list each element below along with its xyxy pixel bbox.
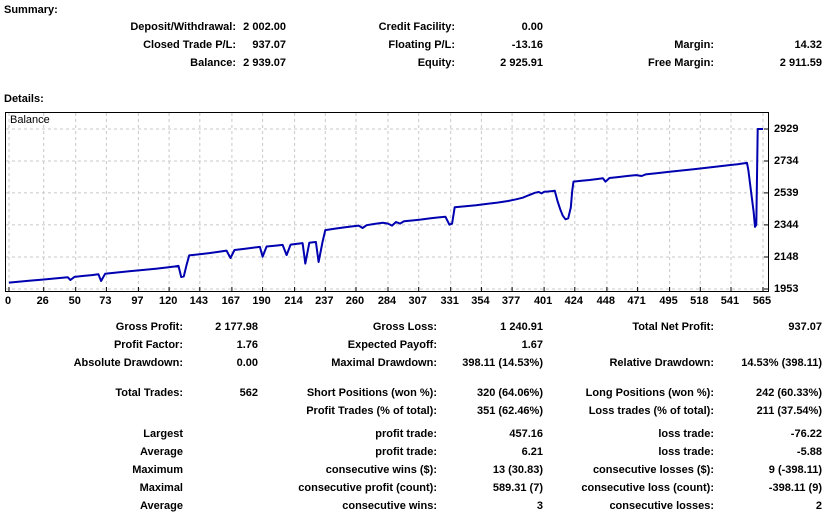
profit-factor-label: Profit Factor: [0, 336, 183, 354]
average-profit-trade-label: profit trade: [280, 443, 437, 461]
average-label: Average [0, 443, 183, 461]
maximum-label: Maximum [0, 461, 183, 479]
largest-label: Largest [0, 425, 183, 443]
equity-value: 2 925.91 [420, 54, 543, 72]
gross-profit-label: Gross Profit: [0, 318, 183, 336]
balance-chart-plot [6, 113, 768, 291]
profit-factor-value: 1.76 [160, 336, 258, 354]
maximal-drawdown-label: Maximal Drawdown: [280, 354, 437, 372]
credit-facility-value: 0.00 [420, 18, 543, 36]
consecutive-losses-value: 9 (-398.11) [690, 461, 822, 479]
average-profit-trade-value: 6.21 [420, 443, 543, 461]
absolute-drawdown-value: 0.00 [160, 354, 258, 372]
balance-chart [5, 112, 769, 292]
consecutive-profit-value: 589.31 (7) [420, 479, 543, 497]
consecutive-wins-label: consecutive wins ($): [280, 461, 437, 479]
total-trades-value: 562 [160, 384, 258, 402]
margin-value: 14.32 [690, 36, 822, 54]
y-axis-label: 2929 [774, 120, 820, 138]
expected-payoff-value: 1.67 [420, 336, 543, 354]
y-axis-label: 2344 [774, 216, 820, 234]
relative-drawdown-value: 14.53% (398.11) [690, 354, 822, 372]
total-trades-label: Total Trades: [0, 384, 183, 402]
free-margin-value: 2 911.59 [690, 54, 822, 72]
profit-trades-label: Profit Trades (% of total): [280, 402, 437, 420]
maximal-label: Maximal [0, 479, 183, 497]
gross-loss-value: 1 240.91 [420, 318, 543, 336]
short-positions-label: Short Positions (won %): [280, 384, 437, 402]
avg-consecutive-wins-label: consecutive wins: [280, 497, 437, 515]
consecutive-loss-value: -398.11 (9) [690, 479, 822, 497]
maximal-drawdown-value: 398.11 (14.53%) [420, 354, 543, 372]
statement-report: Summary: Deposit/Withdrawal: 2 002.00 Cr… [0, 0, 826, 522]
y-axis-label: 2539 [774, 184, 820, 202]
chart-series-label: Balance [10, 114, 50, 126]
average-loss-trade-value: -5.88 [690, 443, 822, 461]
consecutive-wins-value: 13 (30.83) [420, 461, 543, 479]
long-positions-value: 242 (60.33%) [690, 384, 822, 402]
expected-payoff-label: Expected Payoff: [280, 336, 437, 354]
details-heading: Details: [4, 90, 44, 108]
balance-value: 2 939.07 [150, 54, 286, 72]
largest-loss-trade-value: -76.22 [690, 425, 822, 443]
avg-consecutive-wins-value: 3 [420, 497, 543, 515]
avg-consecutive-losses-value: 2 [690, 497, 822, 515]
y-axis-label: 2148 [774, 248, 820, 266]
deposit-withdrawal-value: 2 002.00 [150, 18, 286, 36]
profit-trades-value: 351 (62.46%) [420, 402, 543, 420]
gross-loss-label: Gross Loss: [280, 318, 437, 336]
largest-profit-trade-label: profit trade: [280, 425, 437, 443]
average-count-label: Average [0, 497, 183, 515]
summary-heading: Summary: [4, 1, 58, 19]
consecutive-profit-label: consecutive profit (count): [280, 479, 437, 497]
absolute-drawdown-label: Absolute Drawdown: [0, 354, 183, 372]
short-positions-value: 320 (64.06%) [420, 384, 543, 402]
total-net-profit-value: 937.07 [690, 318, 822, 336]
floating-pl-value: -13.16 [420, 36, 543, 54]
largest-profit-trade-value: 457.16 [420, 425, 543, 443]
loss-trades-value: 211 (37.54%) [690, 402, 822, 420]
x-axis-label: 565 [742, 293, 782, 309]
y-axis-label: 2734 [774, 152, 820, 170]
closed-trade-pl-value: 937.07 [150, 36, 286, 54]
gross-profit-value: 2 177.98 [160, 318, 258, 336]
